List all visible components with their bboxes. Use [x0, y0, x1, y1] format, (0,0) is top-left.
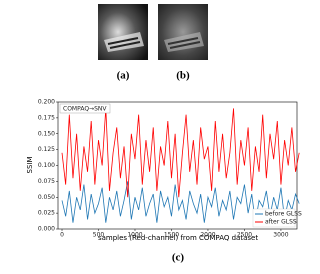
- caption-c: (c): [172, 252, 185, 264]
- y-tick-label: 0.175: [38, 114, 55, 121]
- caption-b: (b): [176, 70, 190, 82]
- y-tick-label: 0.025: [38, 210, 55, 217]
- x-axis-label: samples (Red-channel) from COMPAQ datase…: [98, 234, 258, 242]
- x-tick-label: 1000: [127, 232, 142, 239]
- y-tick-label: 0.150: [38, 130, 55, 137]
- annotation-box: [59, 103, 111, 114]
- image-a: [98, 4, 148, 60]
- y-tick-label: 0.075: [38, 178, 55, 185]
- plot-area: [57, 101, 298, 230]
- y-tick-label: 0.000: [38, 226, 55, 233]
- legend-box: [252, 208, 296, 228]
- series-line: [61, 108, 300, 198]
- image-b: [158, 4, 208, 60]
- x-tick-label: 3000: [273, 232, 288, 239]
- x-tick-label: 2500: [237, 232, 252, 239]
- annotation: COMPAQ→SNV: [63, 106, 107, 113]
- legend-label: after GLSS: [265, 219, 297, 226]
- y-tick-label: 0.050: [38, 194, 55, 201]
- series-line: [61, 181, 300, 223]
- x-tick-label: 500: [93, 232, 105, 239]
- y-tick-label: 0.125: [38, 146, 55, 153]
- plot: 0.000 0.025 0.050 0.075 0.100 0.125 0.150 0.175…: [38, 99, 302, 239]
- x-tick-label: 2000: [200, 232, 215, 239]
- x-tick-label: 0: [60, 232, 64, 239]
- y-axis-label: SSIM: [26, 157, 34, 174]
- legend-label: before GLSS: [265, 211, 302, 218]
- x-tick-label: 1500: [164, 232, 179, 239]
- caption-a: (a): [117, 70, 130, 82]
- y-tick-label: 0.200: [38, 99, 55, 106]
- y-tick-label: 0.100: [38, 162, 55, 169]
- figure: (a) (b) (c) SSIM samples (Red-channel) f…: [26, 4, 302, 264]
